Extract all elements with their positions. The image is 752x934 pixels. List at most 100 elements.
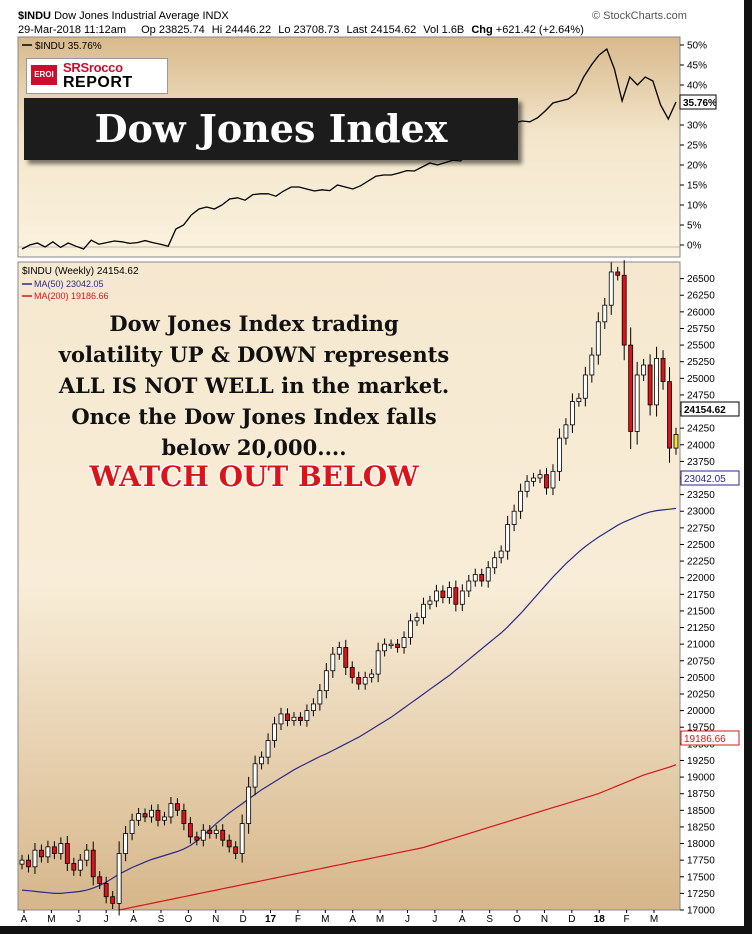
header-quote: 29-Mar-2018 11:12am Op 23825.74 Hi 24446… (18, 24, 584, 36)
candle (207, 825, 213, 839)
candle (615, 266, 621, 281)
candle-body (317, 690, 323, 705)
candle-body (168, 803, 174, 818)
candle (557, 428, 562, 481)
candle-body (26, 859, 31, 868)
ma50-legend: MA(50) 23042.05 (34, 279, 104, 289)
candle (265, 733, 271, 765)
x-tick-label: J (432, 914, 437, 925)
perf-last-label-group: 35.76% (679, 94, 717, 110)
perf-y-tick-label: 25% (687, 141, 707, 152)
candle-body (550, 470, 556, 489)
x-tick-label: M (650, 914, 658, 925)
price-x-axis: A M J J A S O N D 17 F M A M J J A S O N D 18 F M (21, 910, 658, 925)
candle (485, 561, 491, 588)
candle (498, 545, 504, 564)
candle (239, 814, 245, 863)
candle-body (479, 573, 485, 582)
candle (434, 584, 439, 608)
annotation-line: ALL IS NOT WELL in the market. (58, 373, 450, 398)
candle (226, 834, 232, 853)
candle-body (123, 833, 129, 854)
candle-body (621, 274, 627, 346)
candle-body (187, 823, 193, 838)
candle-body (343, 647, 349, 668)
candle (446, 581, 452, 604)
candle (291, 712, 297, 726)
header-vol: 1.6B (441, 24, 465, 36)
perf-series-line (21, 47, 677, 250)
candle-body (330, 653, 336, 672)
candle-body (64, 843, 70, 864)
x-tick-label: J (76, 914, 81, 925)
candle-body (90, 849, 96, 878)
candle (278, 707, 284, 731)
perf-y-tick-label: 20% (687, 161, 707, 172)
candle (582, 366, 588, 407)
price-y-tick-label: 25000 (687, 374, 715, 385)
header-last: 24154.62 (370, 24, 417, 36)
candle-body (466, 580, 472, 592)
candle (421, 597, 426, 625)
candle (149, 804, 154, 823)
x-tick-label: M (376, 914, 384, 925)
candle (103, 876, 109, 904)
candle-body (310, 703, 316, 712)
candle-body (233, 846, 239, 854)
candle-body (19, 859, 25, 865)
candle (343, 639, 349, 676)
perf-legend: $INDU 35.76% (35, 41, 102, 52)
x-tick-label: M (47, 914, 55, 925)
candle-body (304, 710, 310, 721)
candle (213, 825, 219, 839)
header-op-label: Op (141, 24, 156, 36)
candle-body (673, 434, 679, 449)
candle-body (434, 590, 439, 602)
candle (453, 580, 459, 612)
candle (110, 891, 116, 910)
candle (472, 568, 478, 587)
price-y-tick-label: 20000 (687, 706, 715, 717)
candle (375, 642, 381, 683)
perf-last-label: 35.76% (683, 98, 717, 109)
header-exchange: INDX (202, 10, 229, 22)
candle (634, 361, 640, 445)
candle (58, 837, 64, 860)
candle (272, 716, 277, 748)
candle-body (459, 590, 465, 605)
header-vol-label: Vol (423, 24, 439, 36)
header-chg: +621.42 (+2.64%) (495, 24, 584, 36)
candle-body (602, 304, 608, 323)
perf-y-tick-label: 40% (687, 81, 707, 92)
price-y-tick-label: 24000 (687, 440, 715, 451)
price-y-tick-label: 22000 (687, 573, 715, 584)
price-y-tick-label: 17000 (687, 906, 715, 917)
price-y-tick-label: 18250 (687, 822, 715, 833)
candle-body (518, 490, 524, 512)
candle (667, 367, 672, 463)
candle-body (116, 853, 122, 904)
candle (660, 350, 666, 390)
candle-body (395, 643, 400, 648)
candle-body (129, 819, 135, 834)
x-tick-label: M (321, 914, 329, 925)
candle (330, 646, 336, 678)
candle (388, 639, 394, 649)
candle (26, 854, 31, 873)
candle-body (608, 271, 614, 306)
perf-y-tick-label: 5% (687, 221, 702, 232)
logo-badge: EROI (31, 65, 57, 85)
candle-body (427, 600, 433, 605)
price-y-tick-label: 22500 (687, 540, 715, 551)
candle-body (628, 344, 634, 432)
ma50-last-label: 23042.05 (684, 474, 726, 485)
header-op: 23825.74 (158, 24, 205, 36)
candle (395, 639, 400, 653)
header-title: $INDU Dow Jones Industrial Average INDX (18, 10, 229, 22)
price-y-tick-label: 21000 (687, 640, 715, 651)
header-credit[interactable]: © StockCharts.com (592, 10, 687, 22)
candle (621, 260, 627, 361)
candle (187, 816, 193, 844)
candle-body (77, 859, 83, 871)
price-y-tick-label: 21250 (687, 623, 715, 634)
